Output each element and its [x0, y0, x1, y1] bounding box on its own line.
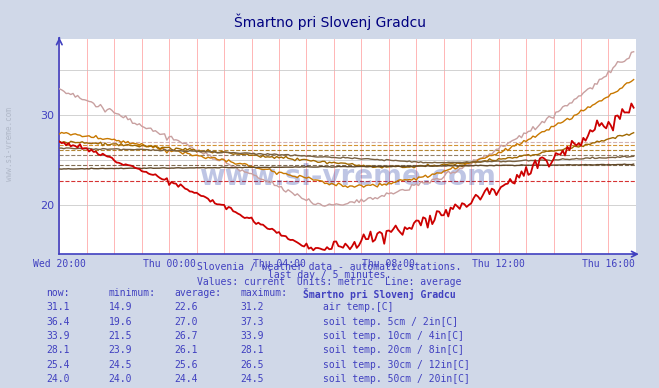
Text: now:: now:: [46, 288, 70, 298]
Text: average:: average:: [175, 288, 221, 298]
Text: 24.5: 24.5: [241, 374, 264, 384]
Text: Slovenia / weather data - automatic stations.: Slovenia / weather data - automatic stat…: [197, 262, 462, 272]
Text: soil temp. 30cm / 12in[C]: soil temp. 30cm / 12in[C]: [323, 360, 470, 370]
Text: 25.4: 25.4: [46, 360, 70, 370]
Text: 31.2: 31.2: [241, 302, 264, 312]
Text: 26.5: 26.5: [241, 360, 264, 370]
Text: 21.5: 21.5: [109, 331, 132, 341]
Text: soil temp. 20cm / 8in[C]: soil temp. 20cm / 8in[C]: [323, 345, 464, 355]
Text: 26.1: 26.1: [175, 345, 198, 355]
Text: 25.6: 25.6: [175, 360, 198, 370]
Text: 24.0: 24.0: [109, 374, 132, 384]
Text: 23.9: 23.9: [109, 345, 132, 355]
Text: 22.6: 22.6: [175, 302, 198, 312]
Text: 19.6: 19.6: [109, 317, 132, 327]
Text: www.si-vreme.com: www.si-vreme.com: [5, 107, 14, 180]
Text: 27.0: 27.0: [175, 317, 198, 327]
Text: 28.1: 28.1: [46, 345, 70, 355]
Text: Šmartno pri Slovenj Gradcu: Šmartno pri Slovenj Gradcu: [303, 288, 456, 300]
Text: Šmartno pri Slovenj Gradcu: Šmartno pri Slovenj Gradcu: [233, 14, 426, 30]
Text: soil temp. 50cm / 20in[C]: soil temp. 50cm / 20in[C]: [323, 374, 470, 384]
Text: maximum:: maximum:: [241, 288, 287, 298]
Text: minimum:: minimum:: [109, 288, 156, 298]
Text: www.si-vreme.com: www.si-vreme.com: [199, 163, 496, 191]
Text: air temp.[C]: air temp.[C]: [323, 302, 393, 312]
Text: soil temp. 5cm / 2in[C]: soil temp. 5cm / 2in[C]: [323, 317, 458, 327]
Text: 26.7: 26.7: [175, 331, 198, 341]
Text: 24.4: 24.4: [175, 374, 198, 384]
Text: 24.5: 24.5: [109, 360, 132, 370]
Text: 36.4: 36.4: [46, 317, 70, 327]
Text: 31.1: 31.1: [46, 302, 70, 312]
Text: last day / 5 minutes.: last day / 5 minutes.: [268, 270, 391, 280]
Text: 37.3: 37.3: [241, 317, 264, 327]
Text: Values: current  Units: metric  Line: average: Values: current Units: metric Line: aver…: [197, 277, 462, 288]
Text: soil temp. 10cm / 4in[C]: soil temp. 10cm / 4in[C]: [323, 331, 464, 341]
Text: 33.9: 33.9: [241, 331, 264, 341]
Text: 28.1: 28.1: [241, 345, 264, 355]
Text: 24.0: 24.0: [46, 374, 70, 384]
Text: 14.9: 14.9: [109, 302, 132, 312]
Text: 33.9: 33.9: [46, 331, 70, 341]
